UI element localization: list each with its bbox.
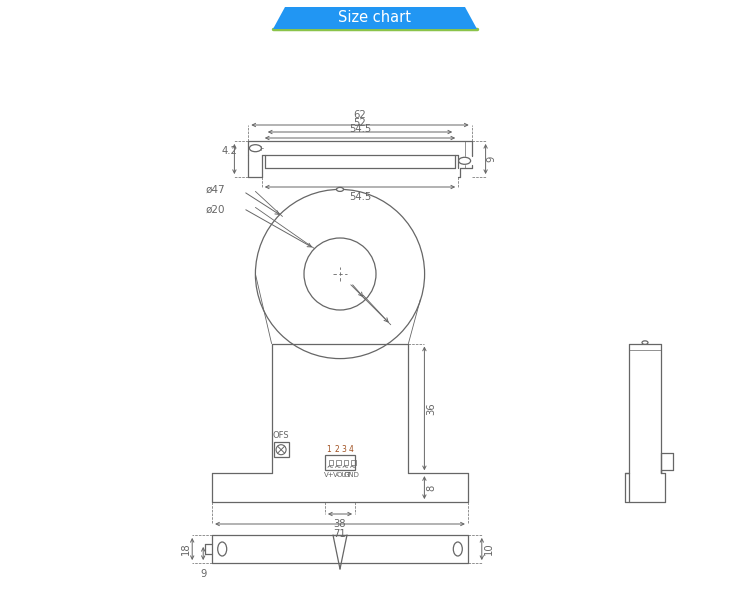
Text: 2: 2 [334,445,339,454]
Bar [351,460,355,465]
Text: 4: 4 [349,445,354,454]
Text: 10: 10 [484,542,494,555]
Text: Size chart: Size chart [338,10,412,25]
Text: OFS: OFS [273,431,290,440]
Text: 8: 8 [427,484,436,490]
Bar [274,442,289,457]
Text: GND: GND [344,472,359,478]
Text: ø47: ø47 [206,184,226,194]
Text: OUT: OUT [337,472,351,478]
Text: 52: 52 [354,118,366,128]
Text: V-: V- [333,472,340,478]
Text: 62: 62 [354,110,366,120]
Text: 18: 18 [182,542,191,555]
Text: 54.5: 54.5 [349,124,371,135]
Text: 9: 9 [200,569,206,579]
Text: 9: 9 [487,156,496,162]
Text: 1: 1 [327,445,332,454]
Bar [328,460,333,465]
Text: 71: 71 [334,529,346,539]
Ellipse shape [250,145,262,152]
Text: 3: 3 [341,445,346,454]
Text: ø20: ø20 [206,204,226,214]
Text: V+: V+ [324,472,334,478]
Ellipse shape [458,157,470,164]
Text: 38: 38 [334,519,346,529]
Bar [325,455,355,470]
Ellipse shape [337,187,344,191]
Polygon shape [273,7,477,29]
Text: 4.2: 4.2 [221,146,237,156]
Text: 54.5: 54.5 [349,192,371,202]
Ellipse shape [642,341,648,344]
Bar [336,460,340,465]
Bar [344,460,348,465]
Text: 36: 36 [427,402,436,415]
